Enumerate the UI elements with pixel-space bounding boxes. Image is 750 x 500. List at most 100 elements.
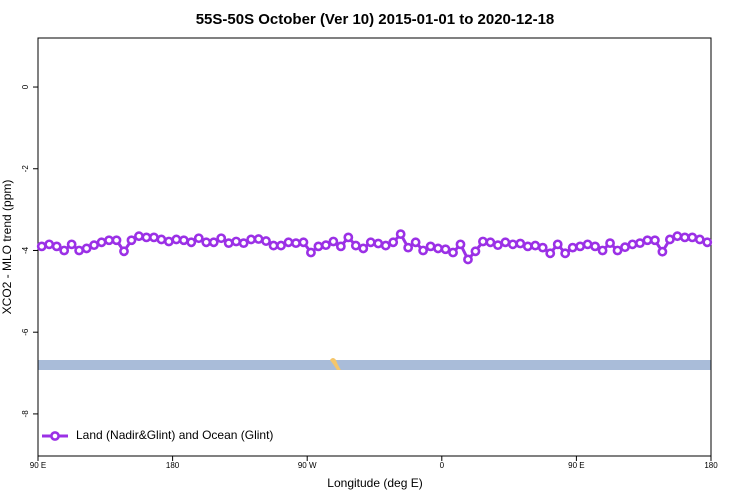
data-point bbox=[66, 239, 77, 250]
data-point bbox=[44, 239, 55, 250]
data-point bbox=[261, 236, 271, 246]
data-point bbox=[156, 234, 167, 245]
coverage-strip bbox=[38, 360, 711, 370]
x-tick-label: 90 E bbox=[568, 461, 584, 470]
legend-label: Land (Nadir&Glint) and Ocean (Glint) bbox=[76, 428, 273, 442]
data-point bbox=[74, 245, 85, 256]
data-point bbox=[350, 240, 361, 251]
data-point bbox=[515, 238, 526, 249]
land-patch bbox=[330, 358, 341, 370]
data-point bbox=[365, 237, 376, 248]
data-point bbox=[231, 236, 242, 247]
legend-marker bbox=[50, 431, 60, 441]
data-point bbox=[298, 237, 309, 248]
data-point bbox=[126, 235, 137, 246]
data-point bbox=[642, 235, 653, 246]
data-point bbox=[36, 241, 47, 252]
data-point bbox=[463, 254, 473, 265]
data-point bbox=[433, 243, 443, 254]
x-tick-label: 90 E bbox=[30, 461, 46, 470]
data-point bbox=[186, 237, 197, 248]
data-point bbox=[657, 246, 668, 257]
data-point bbox=[223, 238, 234, 249]
data-point bbox=[664, 234, 675, 245]
data-point bbox=[567, 242, 578, 253]
data-point bbox=[104, 235, 114, 246]
data-point bbox=[119, 246, 129, 257]
data-point bbox=[96, 237, 107, 248]
data-point bbox=[59, 245, 70, 256]
data-point bbox=[253, 234, 264, 244]
data-point bbox=[320, 240, 331, 251]
data-point bbox=[380, 240, 391, 251]
data-point bbox=[478, 236, 488, 247]
data-point bbox=[522, 241, 533, 252]
x-tick-label: 180 bbox=[166, 461, 180, 470]
data-point bbox=[470, 246, 481, 257]
y-tick-label: -4 bbox=[21, 246, 30, 254]
data-point bbox=[410, 237, 421, 248]
data-point bbox=[597, 245, 608, 256]
data-point bbox=[448, 247, 458, 258]
data-point bbox=[650, 235, 660, 246]
x-tick-label: 90 W bbox=[298, 461, 317, 470]
data-point bbox=[246, 234, 257, 245]
data-point bbox=[111, 235, 122, 246]
data-point bbox=[403, 242, 414, 253]
data-point bbox=[560, 248, 571, 259]
data-point bbox=[530, 240, 541, 251]
data-point bbox=[694, 234, 705, 245]
x-axis-label: Longitude (deg E) bbox=[327, 476, 422, 490]
data-point bbox=[163, 236, 174, 247]
data-point bbox=[201, 237, 212, 248]
y-tick-label: -8 bbox=[21, 410, 30, 418]
data-point bbox=[276, 240, 286, 251]
y-axis-label: XCO2 - MLO trend (ppm) bbox=[0, 180, 14, 315]
x-tick-label: 180 bbox=[704, 461, 718, 470]
data-point bbox=[620, 242, 630, 253]
data-point bbox=[418, 245, 429, 256]
x-tick-label: 0 bbox=[440, 461, 445, 470]
data-point bbox=[612, 245, 623, 256]
y-tick-label: -2 bbox=[21, 165, 30, 173]
data-point bbox=[388, 237, 399, 248]
data-point bbox=[171, 234, 182, 245]
data-point bbox=[81, 243, 92, 254]
data-point bbox=[672, 231, 683, 242]
data-point bbox=[425, 241, 436, 252]
data-point bbox=[537, 242, 548, 253]
data-point bbox=[51, 241, 62, 252]
data-point bbox=[627, 239, 638, 250]
data-point bbox=[605, 238, 615, 249]
data-point bbox=[687, 232, 698, 243]
data-point bbox=[500, 237, 511, 248]
data-point bbox=[485, 237, 496, 248]
data-point bbox=[358, 243, 369, 254]
data-point bbox=[238, 238, 249, 249]
y-tick-label: 0 bbox=[21, 84, 30, 89]
y-tick-label: -6 bbox=[21, 328, 30, 336]
data-point bbox=[291, 238, 301, 249]
data-point bbox=[552, 239, 563, 250]
data-point bbox=[313, 241, 324, 252]
data-point bbox=[492, 240, 503, 251]
data-point bbox=[193, 233, 204, 244]
data-point bbox=[635, 238, 645, 249]
chart-title: 55S-50S October (Ver 10) 2015-01-01 to 2… bbox=[196, 11, 555, 28]
data-point bbox=[507, 239, 518, 250]
data-point bbox=[545, 248, 556, 259]
data-point bbox=[306, 247, 316, 258]
data-point bbox=[590, 241, 600, 252]
data-point bbox=[395, 229, 406, 240]
data-point bbox=[208, 237, 219, 248]
data-point bbox=[343, 232, 354, 243]
data-point bbox=[328, 236, 339, 247]
data-point bbox=[89, 240, 99, 251]
data-point bbox=[373, 238, 384, 249]
data-point bbox=[141, 232, 152, 243]
data-point bbox=[216, 233, 227, 244]
data-point bbox=[149, 232, 159, 243]
data-point bbox=[702, 237, 713, 248]
data-point bbox=[178, 235, 189, 246]
